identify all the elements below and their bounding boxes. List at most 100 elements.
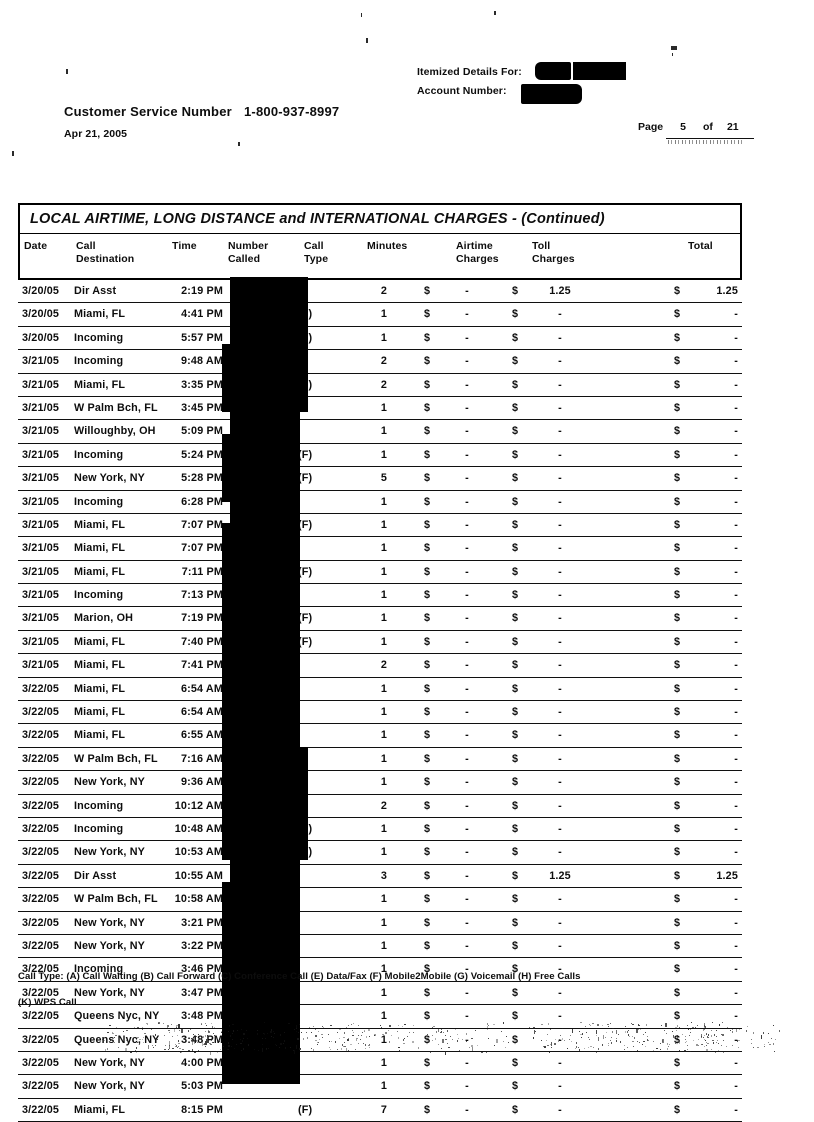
scan-speck <box>366 1035 368 1038</box>
cell-minutes: 1 <box>380 589 388 602</box>
scan-speck <box>697 1044 699 1046</box>
scan-speck <box>607 1026 609 1027</box>
cell-time: 6:28 PM <box>181 495 223 508</box>
scan-speck <box>389 1041 391 1044</box>
scan-speck <box>549 1051 551 1053</box>
scan-speck <box>412 1040 415 1043</box>
scan-speck <box>413 1025 415 1027</box>
cell-destination: Miami, FL <box>74 729 126 742</box>
scan-speck <box>203 1036 205 1039</box>
scan-speck <box>180 1050 181 1053</box>
scan-speck <box>624 1044 626 1046</box>
scan-speck <box>111 1031 113 1033</box>
cell-date: 3/20/05 <box>22 285 60 297</box>
cell-airtime-charges: - <box>465 893 469 906</box>
scan-speck <box>626 1050 628 1052</box>
scan-speck <box>343 1037 346 1038</box>
scan-speck <box>145 1036 147 1038</box>
scan-speck <box>753 1046 755 1048</box>
scan-speck <box>691 1022 693 1023</box>
cell-toll-charges: - <box>558 776 562 789</box>
cell-time: 3:22 PM <box>181 939 223 952</box>
cell-call-type: (F) <box>298 565 313 578</box>
scan-speck <box>716 1040 718 1042</box>
scan-speck <box>357 1042 359 1044</box>
scan-speck <box>679 1041 680 1044</box>
scan-speck <box>465 1032 467 1035</box>
scan-speck <box>710 1049 712 1051</box>
scan-speck <box>308 1026 310 1028</box>
scan-speck <box>292 1050 294 1051</box>
scan-speck <box>171 1024 173 1026</box>
cell-toll-charges: - <box>558 331 562 344</box>
scan-speck <box>562 1027 564 1029</box>
scan-speck <box>615 1029 617 1034</box>
scan-speck <box>347 1025 349 1027</box>
cell-airtime-charges: - <box>465 285 469 297</box>
cell-airtime-charges: - <box>465 1103 469 1116</box>
cell-total-currency: $ <box>674 659 681 672</box>
scan-speck <box>125 1030 128 1032</box>
scan-speck <box>611 1036 612 1038</box>
scan-speck <box>580 1022 583 1024</box>
scan-speck <box>607 1043 609 1045</box>
scan-speck <box>624 1026 626 1028</box>
scan-speck <box>240 1039 241 1041</box>
cell-airtime-currency: $ <box>424 659 431 672</box>
cell-date: 3/22/05 <box>22 1103 60 1116</box>
scan-speck <box>447 1028 449 1030</box>
scan-speck <box>534 1031 536 1032</box>
scan-speck <box>368 1028 371 1031</box>
scan-speck <box>470 1045 473 1048</box>
scan-speck <box>705 1028 707 1030</box>
scan-speck <box>146 1023 148 1026</box>
scan-speck <box>177 1042 180 1044</box>
scan-speck <box>201 1022 202 1024</box>
scan-speck <box>306 1031 308 1033</box>
scan-speck <box>315 1028 317 1030</box>
cell-airtime-charges: - <box>465 1080 469 1093</box>
col-header-call-type: Call Type <box>304 240 328 265</box>
cell-time: 6:55 AM <box>180 729 223 742</box>
scan-speck <box>486 1022 488 1025</box>
cell-airtime-currency: $ <box>424 285 431 297</box>
scan-speck <box>283 1032 285 1033</box>
cell-airtime-charges: - <box>465 1033 469 1046</box>
cell-total-currency: $ <box>674 822 681 835</box>
scan-speck <box>279 1047 281 1048</box>
scan-speck <box>209 1043 212 1045</box>
cell-total-currency: $ <box>674 1010 681 1023</box>
scan-speck <box>589 1046 592 1048</box>
redacted-customer-name-block <box>535 62 571 80</box>
cell-total-currency: $ <box>674 495 681 508</box>
scan-speck <box>373 1035 375 1037</box>
scan-speck <box>435 1031 437 1034</box>
redacted-account-number-block <box>521 84 582 104</box>
scan-speck <box>647 1035 649 1037</box>
cell-toll-charges: - <box>558 378 562 391</box>
cell-time: 9:36 AM <box>180 776 223 789</box>
cell-total: - <box>734 331 738 344</box>
scan-speck <box>352 1031 354 1033</box>
cell-date: 3/22/05 <box>22 822 60 835</box>
cell-total: - <box>734 729 738 742</box>
cell-destination: Miami, FL <box>74 378 126 391</box>
scan-speck <box>747 1025 749 1027</box>
scan-speck <box>118 1046 120 1048</box>
cell-toll-charges: - <box>558 822 562 835</box>
scan-speck <box>137 1027 140 1029</box>
cell-minutes: 1 <box>380 565 388 578</box>
scan-speck <box>358 1025 360 1027</box>
scan-speck <box>675 1029 677 1031</box>
scan-speck <box>182 1049 185 1051</box>
cell-toll-currency: $ <box>512 589 519 602</box>
scan-speck <box>672 53 673 56</box>
cell-destination: Dir Asst <box>74 285 117 297</box>
cell-minutes: 1 <box>380 682 388 695</box>
cell-toll-currency: $ <box>512 1103 519 1116</box>
scan-speck <box>750 1038 752 1040</box>
cell-toll-currency: $ <box>512 495 519 508</box>
scan-speck <box>486 1026 488 1031</box>
scan-speck <box>214 1027 216 1029</box>
cell-destination: New York, NY <box>74 916 146 929</box>
